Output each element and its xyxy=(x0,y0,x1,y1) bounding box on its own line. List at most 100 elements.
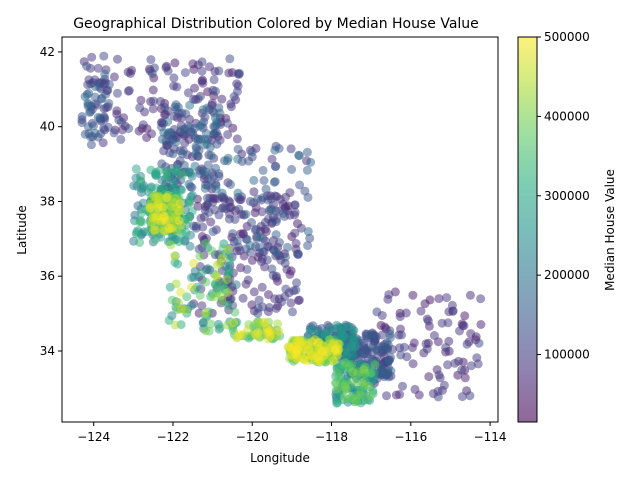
data-point xyxy=(185,100,195,110)
data-point xyxy=(281,284,291,294)
data-point xyxy=(145,183,155,193)
x-axis-label: Longitude xyxy=(250,451,310,465)
data-point xyxy=(174,237,184,247)
data-point xyxy=(146,165,156,175)
data-point xyxy=(93,63,103,73)
data-point xyxy=(233,144,243,154)
data-point xyxy=(178,170,187,180)
data-point xyxy=(341,385,351,395)
data-point xyxy=(224,196,234,206)
data-point xyxy=(170,251,180,261)
data-point xyxy=(136,95,146,105)
data-point xyxy=(189,258,199,268)
data-point xyxy=(232,236,242,246)
data-point xyxy=(104,99,114,108)
data-point xyxy=(150,225,160,235)
data-point xyxy=(136,176,146,186)
data-point xyxy=(104,79,114,89)
data-point xyxy=(176,304,186,314)
data-point xyxy=(465,391,475,401)
data-point xyxy=(473,359,483,369)
data-point xyxy=(416,306,426,316)
data-point xyxy=(292,278,301,288)
data-point xyxy=(280,252,290,262)
data-point xyxy=(197,66,207,76)
data-point xyxy=(225,203,235,213)
x-tick-label: −116 xyxy=(394,430,427,444)
data-point xyxy=(254,295,264,305)
data-point xyxy=(184,179,194,189)
data-point xyxy=(202,139,212,149)
data-point xyxy=(238,293,248,303)
data-point xyxy=(347,393,357,403)
data-point xyxy=(164,127,174,137)
colorbar-tick-label: 200000 xyxy=(544,268,590,282)
data-point xyxy=(267,154,277,164)
data-point xyxy=(367,329,377,339)
data-point xyxy=(336,326,346,335)
data-point xyxy=(408,290,418,300)
data-point xyxy=(158,202,168,212)
data-point xyxy=(207,246,217,256)
data-point xyxy=(233,188,243,198)
data-point xyxy=(86,140,96,150)
data-point xyxy=(93,112,103,122)
data-point xyxy=(429,331,439,340)
data-point xyxy=(460,311,470,321)
data-point xyxy=(448,306,458,316)
x-axis: −124 −122 −120 −118 −116 −114 xyxy=(77,422,507,444)
data-point xyxy=(233,154,243,164)
data-point xyxy=(290,200,299,210)
data-point xyxy=(166,202,176,212)
data-point xyxy=(203,264,213,274)
data-point xyxy=(90,82,100,92)
data-point xyxy=(211,163,221,173)
data-point xyxy=(224,68,234,78)
data-point xyxy=(290,228,300,238)
data-point xyxy=(291,285,301,295)
data-point xyxy=(348,333,358,343)
data-point xyxy=(476,320,486,329)
data-point xyxy=(226,99,236,109)
data-point xyxy=(267,264,277,274)
data-point xyxy=(410,384,420,394)
data-point xyxy=(196,268,206,278)
data-point xyxy=(202,193,212,203)
data-point xyxy=(113,88,122,98)
data-point xyxy=(249,175,259,185)
data-point xyxy=(99,51,109,61)
data-point xyxy=(150,234,160,244)
data-point xyxy=(176,287,186,297)
data-point xyxy=(231,280,241,290)
data-point xyxy=(360,348,370,358)
data-point xyxy=(177,149,187,159)
data-point xyxy=(277,297,287,307)
data-point xyxy=(170,257,180,267)
data-point xyxy=(212,260,222,270)
data-point xyxy=(304,345,314,355)
colorbar-tick-label: 100000 xyxy=(544,348,590,362)
data-point xyxy=(169,73,179,83)
data-point xyxy=(258,165,268,175)
data-point xyxy=(117,117,126,127)
data-point xyxy=(162,167,172,177)
data-point xyxy=(109,128,119,138)
data-point xyxy=(137,217,147,227)
data-point xyxy=(295,180,305,190)
data-point xyxy=(398,381,407,391)
data-point xyxy=(187,273,196,282)
data-point xyxy=(364,381,374,391)
data-point xyxy=(395,312,405,322)
data-point xyxy=(167,223,177,233)
data-point xyxy=(441,343,451,352)
data-point xyxy=(200,112,210,122)
data-point xyxy=(266,206,276,215)
data-point xyxy=(259,176,269,185)
data-point xyxy=(181,228,191,238)
data-point xyxy=(271,161,281,171)
data-point xyxy=(162,193,172,203)
data-point xyxy=(263,327,273,337)
data-point xyxy=(183,215,193,225)
data-point xyxy=(466,329,476,339)
y-tick-label: 40 xyxy=(40,120,55,134)
